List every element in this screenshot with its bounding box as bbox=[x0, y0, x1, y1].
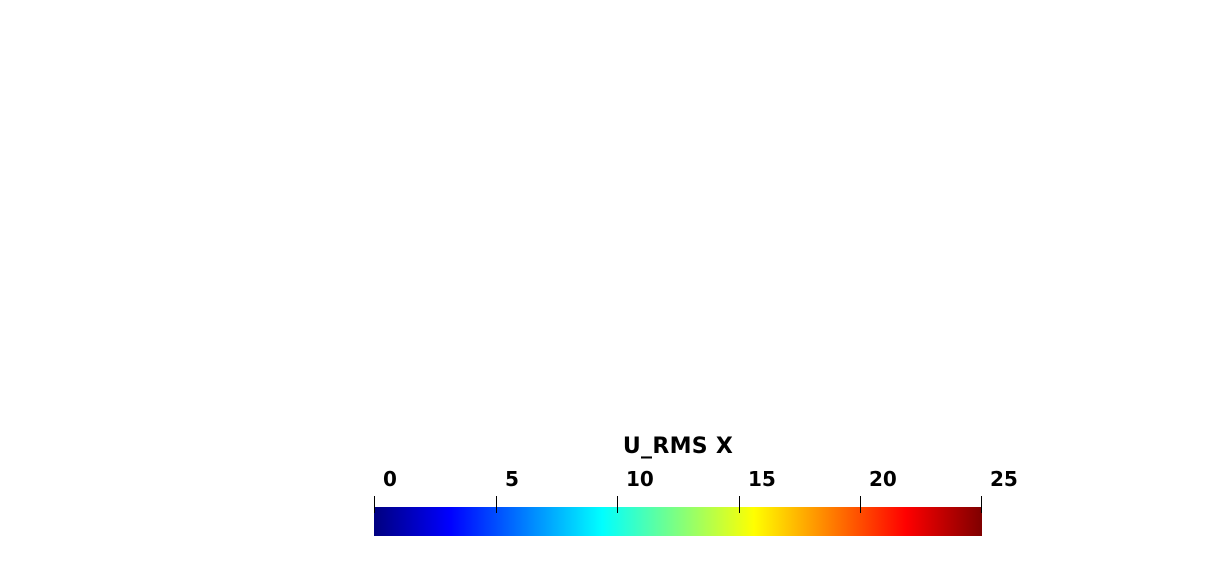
colorbar-tick bbox=[496, 496, 497, 513]
colorbar-tick-label: 15 bbox=[748, 467, 776, 491]
colorbar-tick-label: 5 bbox=[505, 467, 519, 491]
colorbar-tick bbox=[981, 496, 982, 513]
colorbar-title: U_RMS X bbox=[622, 434, 734, 459]
colorbar-tick bbox=[739, 496, 740, 513]
colorbar-tick bbox=[374, 496, 375, 513]
colorbar-tick bbox=[617, 496, 618, 513]
colorbar-tick-label: 10 bbox=[626, 467, 654, 491]
colorbar-tick-label: 20 bbox=[869, 467, 897, 491]
colorbar-tick bbox=[860, 496, 861, 513]
colorbar-tick-label: 25 bbox=[990, 467, 1018, 491]
colorbar-tick-label: 0 bbox=[383, 467, 397, 491]
colorbar-gradient bbox=[374, 507, 982, 536]
